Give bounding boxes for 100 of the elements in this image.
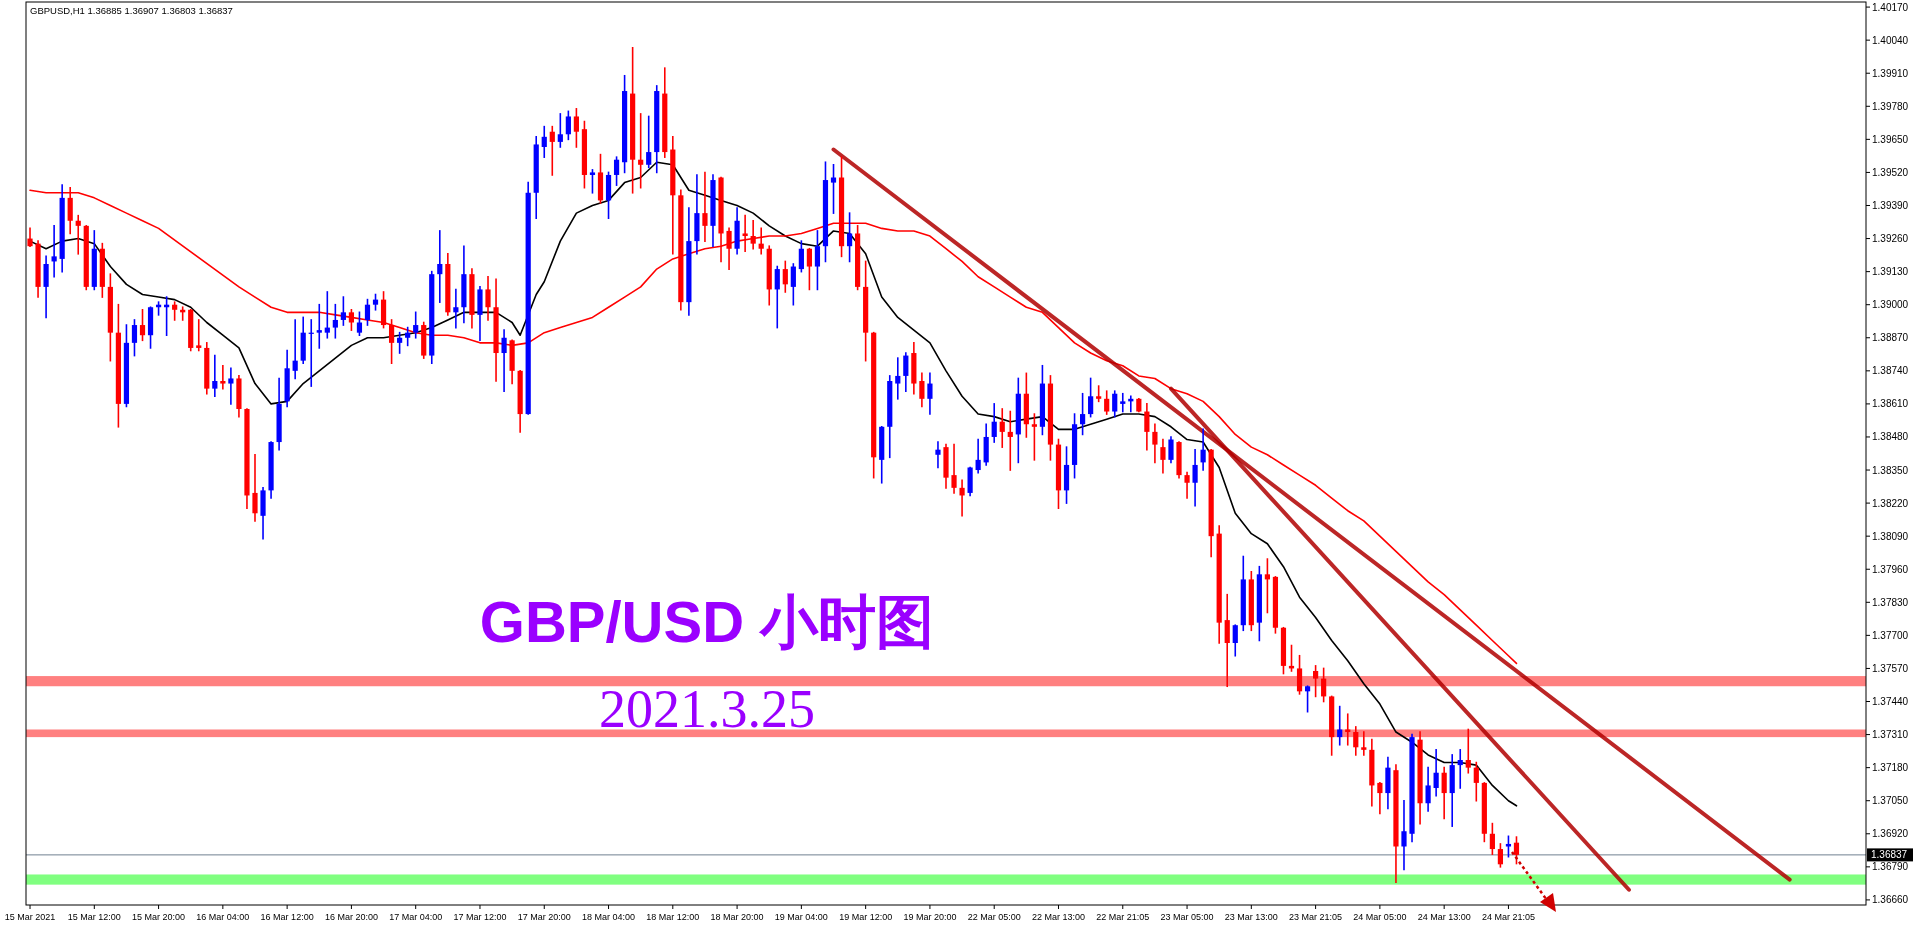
y-tick-label: 1.38350 [1872,464,1909,476]
candlestick [1224,593,1230,688]
candlestick [43,255,49,319]
y-tick-label: 1.37050 [1872,795,1909,807]
candlestick [75,214,81,255]
y-tick-label: 1.38220 [1872,497,1909,509]
y-tick-label: 1.38870 [1872,332,1909,344]
y-tick-label: 1.39260 [1872,233,1909,245]
candlestick [758,227,764,255]
candlestick [316,303,322,349]
candlestick [413,311,419,339]
candlestick [895,357,901,400]
candlestick [1465,728,1471,774]
candlestick [919,372,925,408]
candlestick [1264,558,1270,614]
x-tick-label: 16 Mar 20:00 [324,912,378,922]
y-tick-label: 1.37180 [1872,762,1909,774]
candlestick [1031,413,1037,461]
x-tick-label: 23 Mar 21:05 [1289,912,1343,922]
y-tick-label: 1.36790 [1872,861,1909,873]
candlestick [726,227,732,270]
ref-line-label: 1.36837 [1871,849,1908,861]
candlestick [991,403,997,443]
candlestick [139,308,146,342]
candlestick [397,331,403,354]
candlestick [1361,731,1367,756]
text: GBP/USD 小时图 [479,589,935,654]
candlestick [951,443,957,494]
x-tick-label: 19 Mar 20:00 [903,912,957,922]
candlestick [228,367,234,405]
candlestick [541,125,547,158]
candlestick [437,230,443,303]
x-tick-label: 17 Mar 20:00 [517,912,571,922]
y-tick-label: 1.37960 [1872,563,1909,575]
y-tick-label: 1.39650 [1872,133,1909,145]
x-tick-label: 16 Mar 12:00 [260,912,314,922]
candlestick [1184,471,1190,499]
candlestick [959,479,965,517]
x-tick-label: 17 Mar 12:00 [453,912,507,922]
x-tick-label: 23 Mar 13:00 [1224,912,1278,922]
candlestick [51,225,57,278]
candlestick [846,212,853,263]
candlestick [1353,726,1359,756]
candlestick [1200,428,1206,471]
candlestick [1337,705,1343,746]
y-tick-label: 1.37310 [1872,729,1909,741]
candlestick [1120,392,1126,413]
candlestick [364,298,371,326]
y-tick-label: 1.39910 [1872,67,1909,79]
candlestick [1441,766,1447,820]
candlestick [340,296,346,326]
text: 2021.3.25 [599,679,815,739]
candlestick [1144,403,1150,451]
x-tick-label: 24 Mar 05:00 [1353,912,1407,922]
candlestick [638,113,644,189]
candlestick [292,319,298,380]
candlestick [1313,665,1319,698]
candlestick [999,408,1005,448]
candlestick [212,354,218,398]
candlestick [252,453,258,522]
candlestick [1473,761,1479,802]
x-tick-label: 22 Mar 21:05 [1096,912,1150,922]
candlestick [1104,390,1110,415]
candlestick [927,372,933,415]
y-tick-label: 1.40040 [1872,34,1909,46]
candlestick [1168,436,1174,464]
y-tick-label: 1.38480 [1872,431,1909,443]
candlestick [557,113,563,148]
y-tick-label: 1.39780 [1872,100,1909,112]
candlestick [356,311,363,337]
y-tick-label: 1.37440 [1872,696,1909,708]
x-tick-label: 15 Mar 2021 [4,912,56,922]
x-tick-label: 15 Mar 12:00 [67,912,121,922]
candlestick [1160,438,1166,474]
x-tick-label: 24 Mar 13:00 [1417,912,1471,922]
candlestick [1296,654,1303,695]
candlestick [750,219,756,250]
candlestick [975,438,981,474]
candlestick [702,171,708,242]
candlestick [790,263,796,306]
y-tick-label: 1.39000 [1872,299,1909,311]
candlestick [646,115,652,169]
candlestick [935,441,941,469]
x-tick-label: 18 Mar 12:00 [646,912,700,922]
x-tick-label: 16 Mar 04:00 [196,912,250,922]
x-tick-label: 17 Mar 04:00 [389,912,443,922]
candlestick [1232,624,1238,657]
candlestick [348,308,355,331]
y-tick-label: 1.39390 [1872,199,1909,211]
candlestick [1007,410,1013,471]
x-tick-label: 19 Mar 04:00 [774,912,828,922]
candlestick [613,156,620,186]
candlestick [220,364,226,390]
candlestick [1152,423,1158,464]
y-tick-label: 1.37700 [1872,629,1909,641]
candlestick [549,125,555,176]
candlestick [742,214,748,253]
y-tick-label: 1.36660 [1872,894,1909,906]
y-tick-label: 1.36920 [1872,828,1909,840]
candlestick [573,108,579,148]
